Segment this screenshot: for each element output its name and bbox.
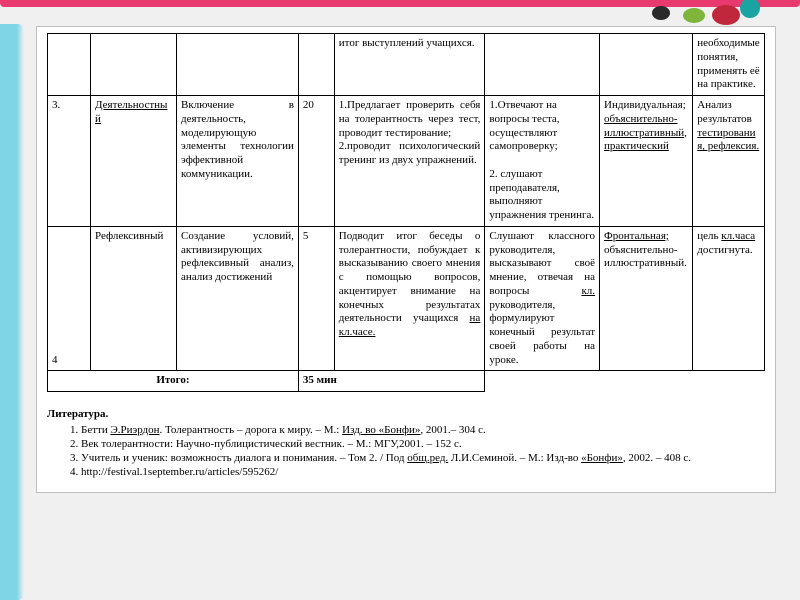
cell	[485, 34, 600, 96]
cell-empty	[485, 371, 765, 392]
literature-list: Бетти Э.Риэрдон. Толерантность – дорога …	[81, 424, 765, 478]
cell-num: 4	[48, 226, 91, 371]
literature-section: Литература. Бетти Э.Риэрдон. Толерантнос…	[47, 408, 765, 478]
blob-green	[683, 8, 705, 23]
cell	[48, 34, 91, 96]
text: , 2002. – 408 с.	[623, 452, 691, 464]
text: общ.ред.	[407, 452, 448, 464]
cell: Слушают классного руководителя, высказыв…	[485, 226, 600, 371]
cell: итог выступлений учащихся.	[334, 34, 485, 96]
blob-red	[712, 5, 740, 25]
cell: 1.Предлагает проверить себя на толерантн…	[334, 96, 485, 227]
text: Л.И.Семиной. – М.: Изд-во	[448, 452, 581, 464]
text: кл.часа	[721, 230, 755, 242]
document-page: итог выступлений учащихся. необходимые п…	[36, 26, 776, 493]
cell	[600, 34, 693, 96]
cell: Фронтальная; объяснительно-иллюстративны…	[600, 226, 693, 371]
cell: необходимые понятия, применять её на пра…	[693, 34, 765, 96]
table-row: 4 Рефлексивный Создание условий, активиз…	[48, 226, 765, 371]
text: тестирования, рефлексия.	[697, 127, 759, 153]
cell: Подводит итог беседы о толерантности, по…	[334, 226, 485, 371]
list-item: Бетти Э.Риэрдон. Толерантность – дорога …	[81, 424, 765, 436]
cell: Включение в деятельность, моделирующую э…	[177, 96, 299, 227]
text: Бетти	[81, 424, 110, 436]
cell: Создание условий, активизирующих рефлекс…	[177, 226, 299, 371]
text: кл.	[581, 285, 595, 297]
text: Фронтальная;	[604, 230, 669, 242]
text: Подводит итог беседы о толерантности, по…	[339, 230, 481, 325]
cell: цель кл.часа достигнута.	[693, 226, 765, 371]
table-row-total: Итого: 35 мин	[48, 371, 765, 392]
cell-stage: Деятельностный	[91, 96, 177, 227]
text: Изд. во «Бонфи»	[342, 424, 420, 436]
cell-total-label: Итого:	[48, 371, 299, 392]
cell	[91, 34, 177, 96]
text: . Толерантность – дорога к миру. – М.:	[160, 424, 343, 436]
pink-stripe	[0, 0, 800, 7]
cell: 1.Отвечают на вопросы теста, осуществляю…	[485, 96, 600, 227]
cell: Индивидуальная; объяснительно-иллюстрати…	[600, 96, 693, 227]
cell-time: 5	[298, 226, 334, 371]
text: «Бонфи»	[581, 452, 623, 464]
cell-total-time: 35 мин	[298, 371, 484, 392]
text: объяснительно-иллюстративный.	[604, 244, 687, 270]
text: Слушают классного руководителя, высказыв…	[489, 230, 595, 297]
blob-dark	[652, 6, 670, 20]
cell-stage: Рефлексивный	[91, 226, 177, 371]
table-row: итог выступлений учащихся. необходимые п…	[48, 34, 765, 96]
text: руководителя, формулируют конечный резул…	[489, 299, 595, 366]
decor-top	[0, 0, 800, 20]
text: цель	[697, 230, 721, 242]
text: Индивидуальная;	[604, 99, 686, 111]
list-item: Учитель и ученик: возможность диалога и …	[81, 452, 765, 464]
cell	[298, 34, 334, 96]
cell-time: 20	[298, 96, 334, 227]
text: Анализ результатов	[697, 99, 752, 125]
stage-name: Деятельностный	[95, 99, 167, 125]
table-row: 3. Деятельностный Включение в деятельнос…	[48, 96, 765, 227]
text: Э.Риэрдон	[110, 424, 159, 436]
blob-teal	[740, 0, 760, 18]
text: объяснительно-иллюстративный, практическ…	[604, 113, 687, 153]
cell-num: 3.	[48, 96, 91, 227]
literature-heading: Литература.	[47, 408, 765, 420]
lesson-plan-table: итог выступлений учащихся. необходимые п…	[47, 33, 765, 392]
cell: Анализ результатов тестирования, рефлекс…	[693, 96, 765, 227]
list-item: Век толерантности: Научно-публицистическ…	[81, 438, 765, 450]
text: достигнута.	[697, 244, 752, 256]
list-item: http://festival.1september.ru/articles/5…	[81, 466, 765, 478]
side-accent	[0, 24, 24, 600]
text: Учитель и ученик: возможность диалога и …	[81, 452, 407, 464]
cell	[177, 34, 299, 96]
text: , 2001.– 304 с.	[420, 424, 485, 436]
